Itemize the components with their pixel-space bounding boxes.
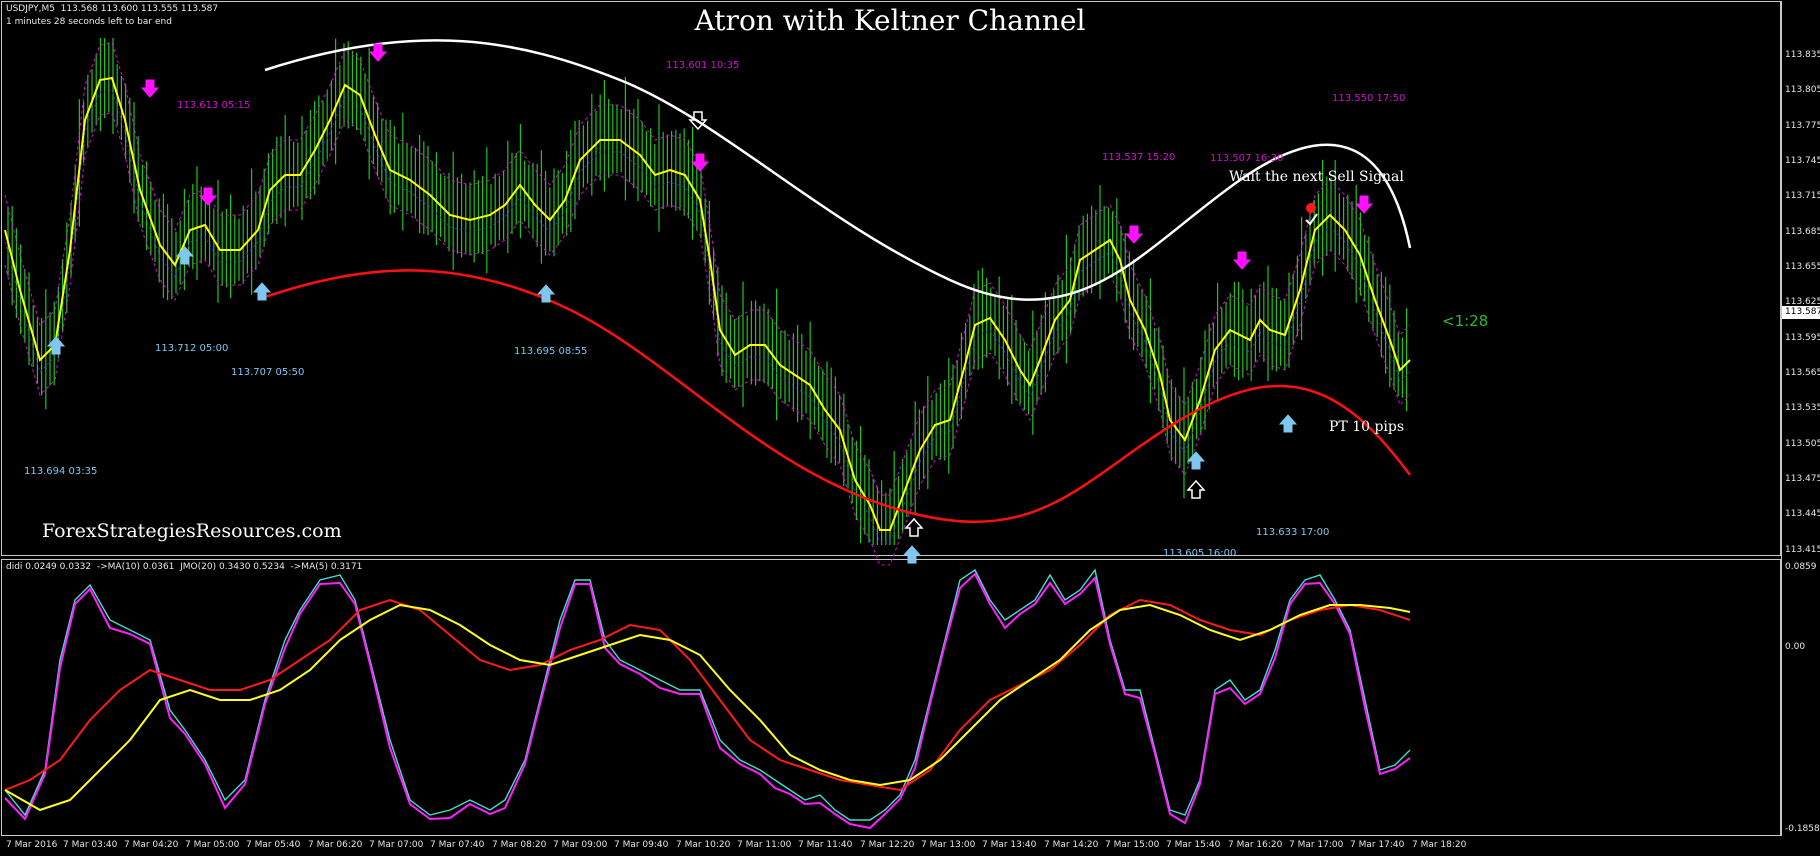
buy-label: 113.712 05:00 (155, 343, 229, 354)
indicator-info: didi 0.0249 0.0332 ->MA(10) 0.0361 JMO(2… (6, 562, 363, 572)
wait-sell-note: Wait the next Sell Signal (1229, 169, 1404, 185)
price-chart-pane[interactable] (1, 1, 1781, 556)
buy-arrow (175, 246, 195, 265)
buy-arrow (46, 336, 66, 355)
buy-label: 113.633 17:00 (1256, 527, 1330, 538)
time-tick: 7 Mar 07:40 (430, 840, 485, 850)
price-tick: 113.595 (1785, 333, 1820, 343)
time-tick: 7 Mar 09:40 (614, 840, 669, 850)
didi-ma-line (4, 572, 1411, 830)
bar-timer: 1 minutes 28 seconds left to bar end (6, 17, 172, 27)
signal-dot (1306, 203, 1316, 213)
buy-arrow (1278, 414, 1298, 433)
sell-arrow (1124, 225, 1144, 244)
sell-label: 113.550 17:50 (1332, 93, 1406, 104)
time-tick: 7 Mar 2016 (6, 840, 58, 850)
price-tick: 113.625 (1785, 297, 1820, 307)
buy-arrow (1186, 479, 1206, 499)
buy-arrow (904, 517, 924, 537)
price-tick: 113.565 (1785, 368, 1820, 378)
time-tick: 7 Mar 07:00 (369, 840, 424, 850)
sell-label: 113.613 05:15 (177, 100, 251, 111)
price-tick: 113.685 (1785, 227, 1820, 237)
price-tick: 113.445 (1785, 509, 1820, 519)
time-tick: 7 Mar 18:20 (1412, 840, 1467, 850)
oscillator-lines (4, 568, 1411, 830)
sell-arrow (198, 187, 218, 206)
time-tick: 7 Mar 13:00 (921, 840, 976, 850)
price-tick: 113.415 (1785, 545, 1820, 555)
buy-arrow (902, 545, 922, 564)
jmo-line (4, 598, 1411, 792)
time-tick: 7 Mar 15:00 (1105, 840, 1160, 850)
time-tick: 7 Mar 08:20 (492, 840, 547, 850)
price-tick: 113.535 (1785, 403, 1820, 413)
sell-label: 113.601 10:35 (666, 60, 740, 71)
time-tick: 7 Mar 11:00 (737, 840, 792, 850)
buy-arrow (252, 282, 272, 301)
keltner-lower-band (4, 112, 1411, 566)
buy-arrow (536, 284, 556, 303)
buy-label: 113.694 03:35 (24, 466, 98, 477)
sell-arrow (1354, 195, 1374, 214)
time-tick: 7 Mar 14:20 (1044, 840, 1099, 850)
indicator-tick: -0.1858 (1785, 824, 1820, 834)
time-tick: 7 Mar 12:20 (860, 840, 915, 850)
time-tick: 7 Mar 11:40 (798, 840, 853, 850)
price-tick: 113.475 (1785, 474, 1820, 484)
signal-line (4, 76, 1411, 531)
price-tick: 113.505 (1785, 439, 1820, 449)
chart-title: Atron with Keltner Channel (694, 4, 1086, 37)
indicator-pane[interactable] (1, 559, 1781, 836)
time-tick: 7 Mar 06:20 (308, 840, 363, 850)
sell-label: 113.537 15:20 (1102, 152, 1176, 163)
time-tick: 7 Mar 05:40 (246, 840, 301, 850)
price-tick: 113.805 (1785, 85, 1820, 95)
indicator-tick: 0.0859 (1785, 562, 1817, 572)
time-tick: 7 Mar 17:00 (1289, 840, 1344, 850)
time-tick: 7 Mar 09:00 (553, 840, 608, 850)
symbol-info: USDJPY,M5 113.568 113.600 113.555 113.58… (6, 4, 219, 14)
sell-arrow (140, 79, 160, 98)
time-tick: 7 Mar 17:40 (1350, 840, 1405, 850)
upper-curve (264, 39, 1412, 301)
time-tick: 7 Mar 10:20 (676, 840, 731, 850)
checkmark-icon (1305, 213, 1318, 226)
current-price-marker: 113.587 (1782, 306, 1820, 319)
profit-target-note: PT 10 pips (1329, 419, 1405, 435)
lower-curve (261, 269, 1412, 524)
sell-arrow (688, 111, 708, 131)
jmo-ma-line (4, 603, 1411, 812)
price-tick: 113.655 (1785, 262, 1820, 272)
keltner-upper-band (4, 42, 1411, 496)
sell-label: 113.507 16:30 (1210, 153, 1284, 164)
buy-label: 113.605 16:00 (1163, 548, 1237, 559)
indicator-tick: 0.00 (1785, 642, 1806, 652)
time-tick: 7 Mar 13:40 (982, 840, 1037, 850)
indicator-lines (4, 39, 1412, 566)
sell-arrow (690, 153, 710, 172)
time-tick: 7 Mar 03:40 (63, 840, 118, 850)
time-tick: 7 Mar 04:20 (124, 840, 179, 850)
sell-arrow (1232, 251, 1252, 270)
buy-arrow (1186, 451, 1206, 470)
price-tick: 113.835 (1785, 50, 1820, 60)
time-tick: 7 Mar 15:40 (1166, 840, 1221, 850)
buy-label: 113.695 08:55 (514, 346, 588, 357)
price-tick: 113.715 (1785, 191, 1820, 201)
time-tick: 7 Mar 16:20 (1228, 840, 1283, 850)
price-tick: 113.775 (1785, 121, 1820, 131)
sell-arrow (368, 43, 388, 62)
price-tick: 113.745 (1785, 156, 1820, 166)
price-axis-separator (1781, 1, 1782, 836)
keltner-middle-line (4, 89, 1411, 543)
signal-arrows (46, 43, 1374, 564)
countdown-label: <1:28 (1442, 312, 1489, 330)
time-tick: 7 Mar 05:00 (185, 840, 240, 850)
buy-label: 113.707 05:50 (231, 367, 305, 378)
watermark: ForexStrategiesResources.com (42, 520, 342, 542)
